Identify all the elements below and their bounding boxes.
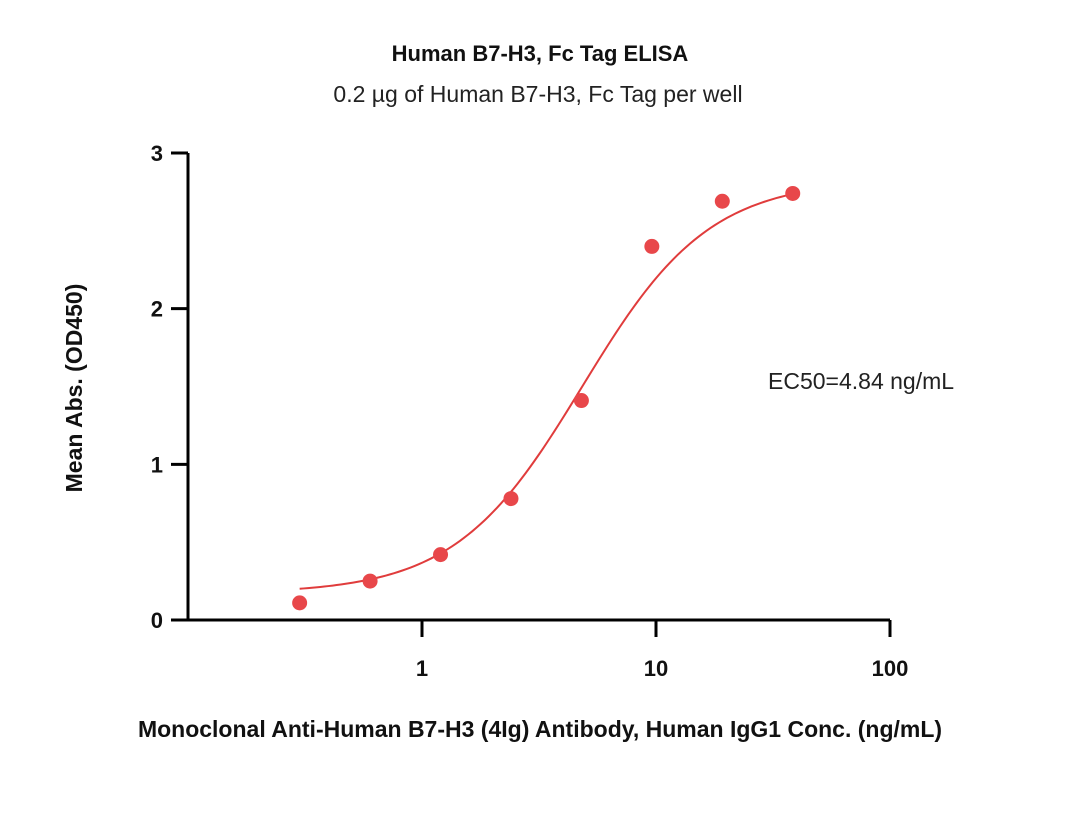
data-point bbox=[785, 185, 801, 201]
y-tick-label: 1 bbox=[151, 452, 163, 477]
data-point bbox=[433, 547, 449, 563]
data-points bbox=[292, 185, 801, 611]
y-axis-label: Mean Abs. (OD450) bbox=[61, 284, 87, 493]
x-tick-label: 10 bbox=[644, 656, 668, 681]
data-point bbox=[573, 393, 589, 409]
data-point bbox=[644, 238, 660, 254]
y-tick-label: 2 bbox=[151, 297, 163, 322]
x-axis-label: Monoclonal Anti-Human B7-H3 (4Ig) Antibo… bbox=[138, 716, 942, 742]
x-tick-label: 1 bbox=[416, 656, 428, 681]
data-point bbox=[503, 491, 519, 507]
tick-labels: 0 1 2 3 1 10 100 bbox=[151, 141, 909, 681]
chart-title: Human B7-H3, Fc Tag ELISA bbox=[392, 41, 689, 66]
y-tick-label: 3 bbox=[151, 141, 163, 166]
chart-subtitle: 0.2 µg of Human B7-H3, Fc Tag per well bbox=[333, 81, 742, 107]
x-tick-label: 100 bbox=[872, 656, 909, 681]
data-point bbox=[362, 573, 378, 589]
y-tick-label: 0 bbox=[151, 608, 163, 633]
fit-curve bbox=[299, 193, 793, 590]
ec50-annotation: EC50=4.84 ng/mL bbox=[768, 368, 954, 394]
data-point bbox=[292, 595, 308, 611]
data-point bbox=[714, 193, 730, 209]
